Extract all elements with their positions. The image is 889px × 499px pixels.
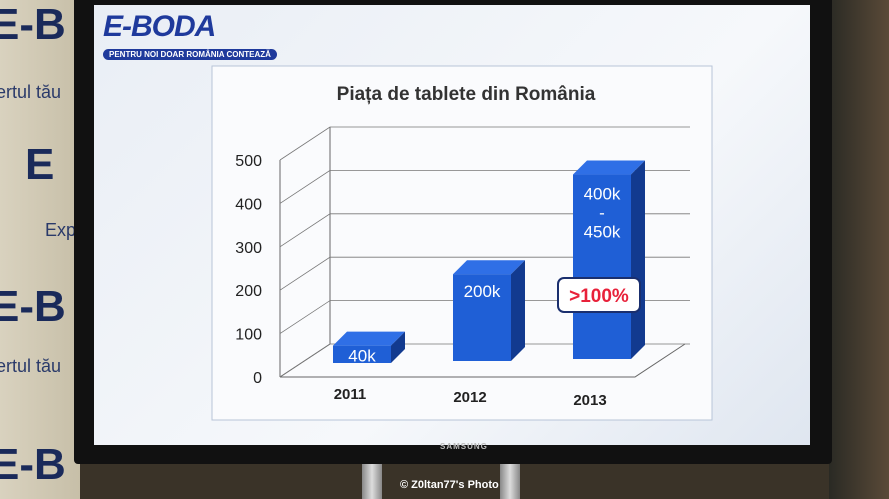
gridline <box>279 170 690 204</box>
y-tick-label: 400 <box>235 196 262 213</box>
logo-name: E-BODA <box>103 10 216 43</box>
y-tick-label: 200 <box>235 283 262 300</box>
logo-tagline: PENTRU NOI DOAR ROMÂNIA CONTEAZĂ <box>103 49 277 60</box>
bar-side <box>511 260 525 361</box>
data-label: 450k <box>584 223 621 242</box>
data-label: 200k <box>464 282 501 301</box>
bar <box>573 174 631 359</box>
wall-text: ertul tău <box>0 356 62 376</box>
wall-logo: E-B <box>0 0 66 49</box>
y-tick-label: 100 <box>235 327 262 344</box>
wall-logo: E-B <box>0 282 66 331</box>
background-right <box>829 0 889 499</box>
tv-brand: SAMSUNG <box>440 442 488 451</box>
wall-text: ertul tău <box>0 82 62 102</box>
annotation-box <box>557 277 641 313</box>
wall-logo: E <box>25 140 55 189</box>
bar-side <box>631 160 645 359</box>
y-tick-label: 300 <box>235 240 262 257</box>
chart-title: Piața de tablete din România <box>337 84 596 105</box>
photo-credit: © Z0ltan77's Photo <box>400 479 499 491</box>
tv-stand <box>362 462 382 499</box>
x-tick-label: 2011 <box>334 386 367 403</box>
bar-side <box>391 331 405 363</box>
data-label: - <box>599 204 605 223</box>
wall-logo: E-B <box>0 440 66 489</box>
y-tick-label: 0 <box>253 370 262 387</box>
annotation-text: >100% <box>569 286 629 307</box>
gridline <box>279 126 690 161</box>
background-wall: E-B ertul tău E Expe E-B ertul tău E-B <box>0 0 86 499</box>
data-label: 40k <box>348 347 376 366</box>
gridline <box>279 213 690 248</box>
bar <box>453 274 511 361</box>
data-label: 400k <box>584 185 621 204</box>
gridline <box>279 256 690 291</box>
bar-top <box>333 331 405 346</box>
bar-top <box>573 160 645 175</box>
gridline <box>279 343 690 378</box>
x-tick-label: 2012 <box>453 389 486 406</box>
x-tick-label: 2013 <box>573 392 606 409</box>
y-tick-label: 500 <box>235 153 262 170</box>
eboda-logo: E-BODA PENTRU NOI DOAR ROMÂNIA CONTEAZĂ <box>103 10 277 62</box>
bar <box>333 345 391 363</box>
floor-edge <box>280 343 686 378</box>
bar-top <box>453 260 525 275</box>
tv-stand <box>500 462 520 499</box>
